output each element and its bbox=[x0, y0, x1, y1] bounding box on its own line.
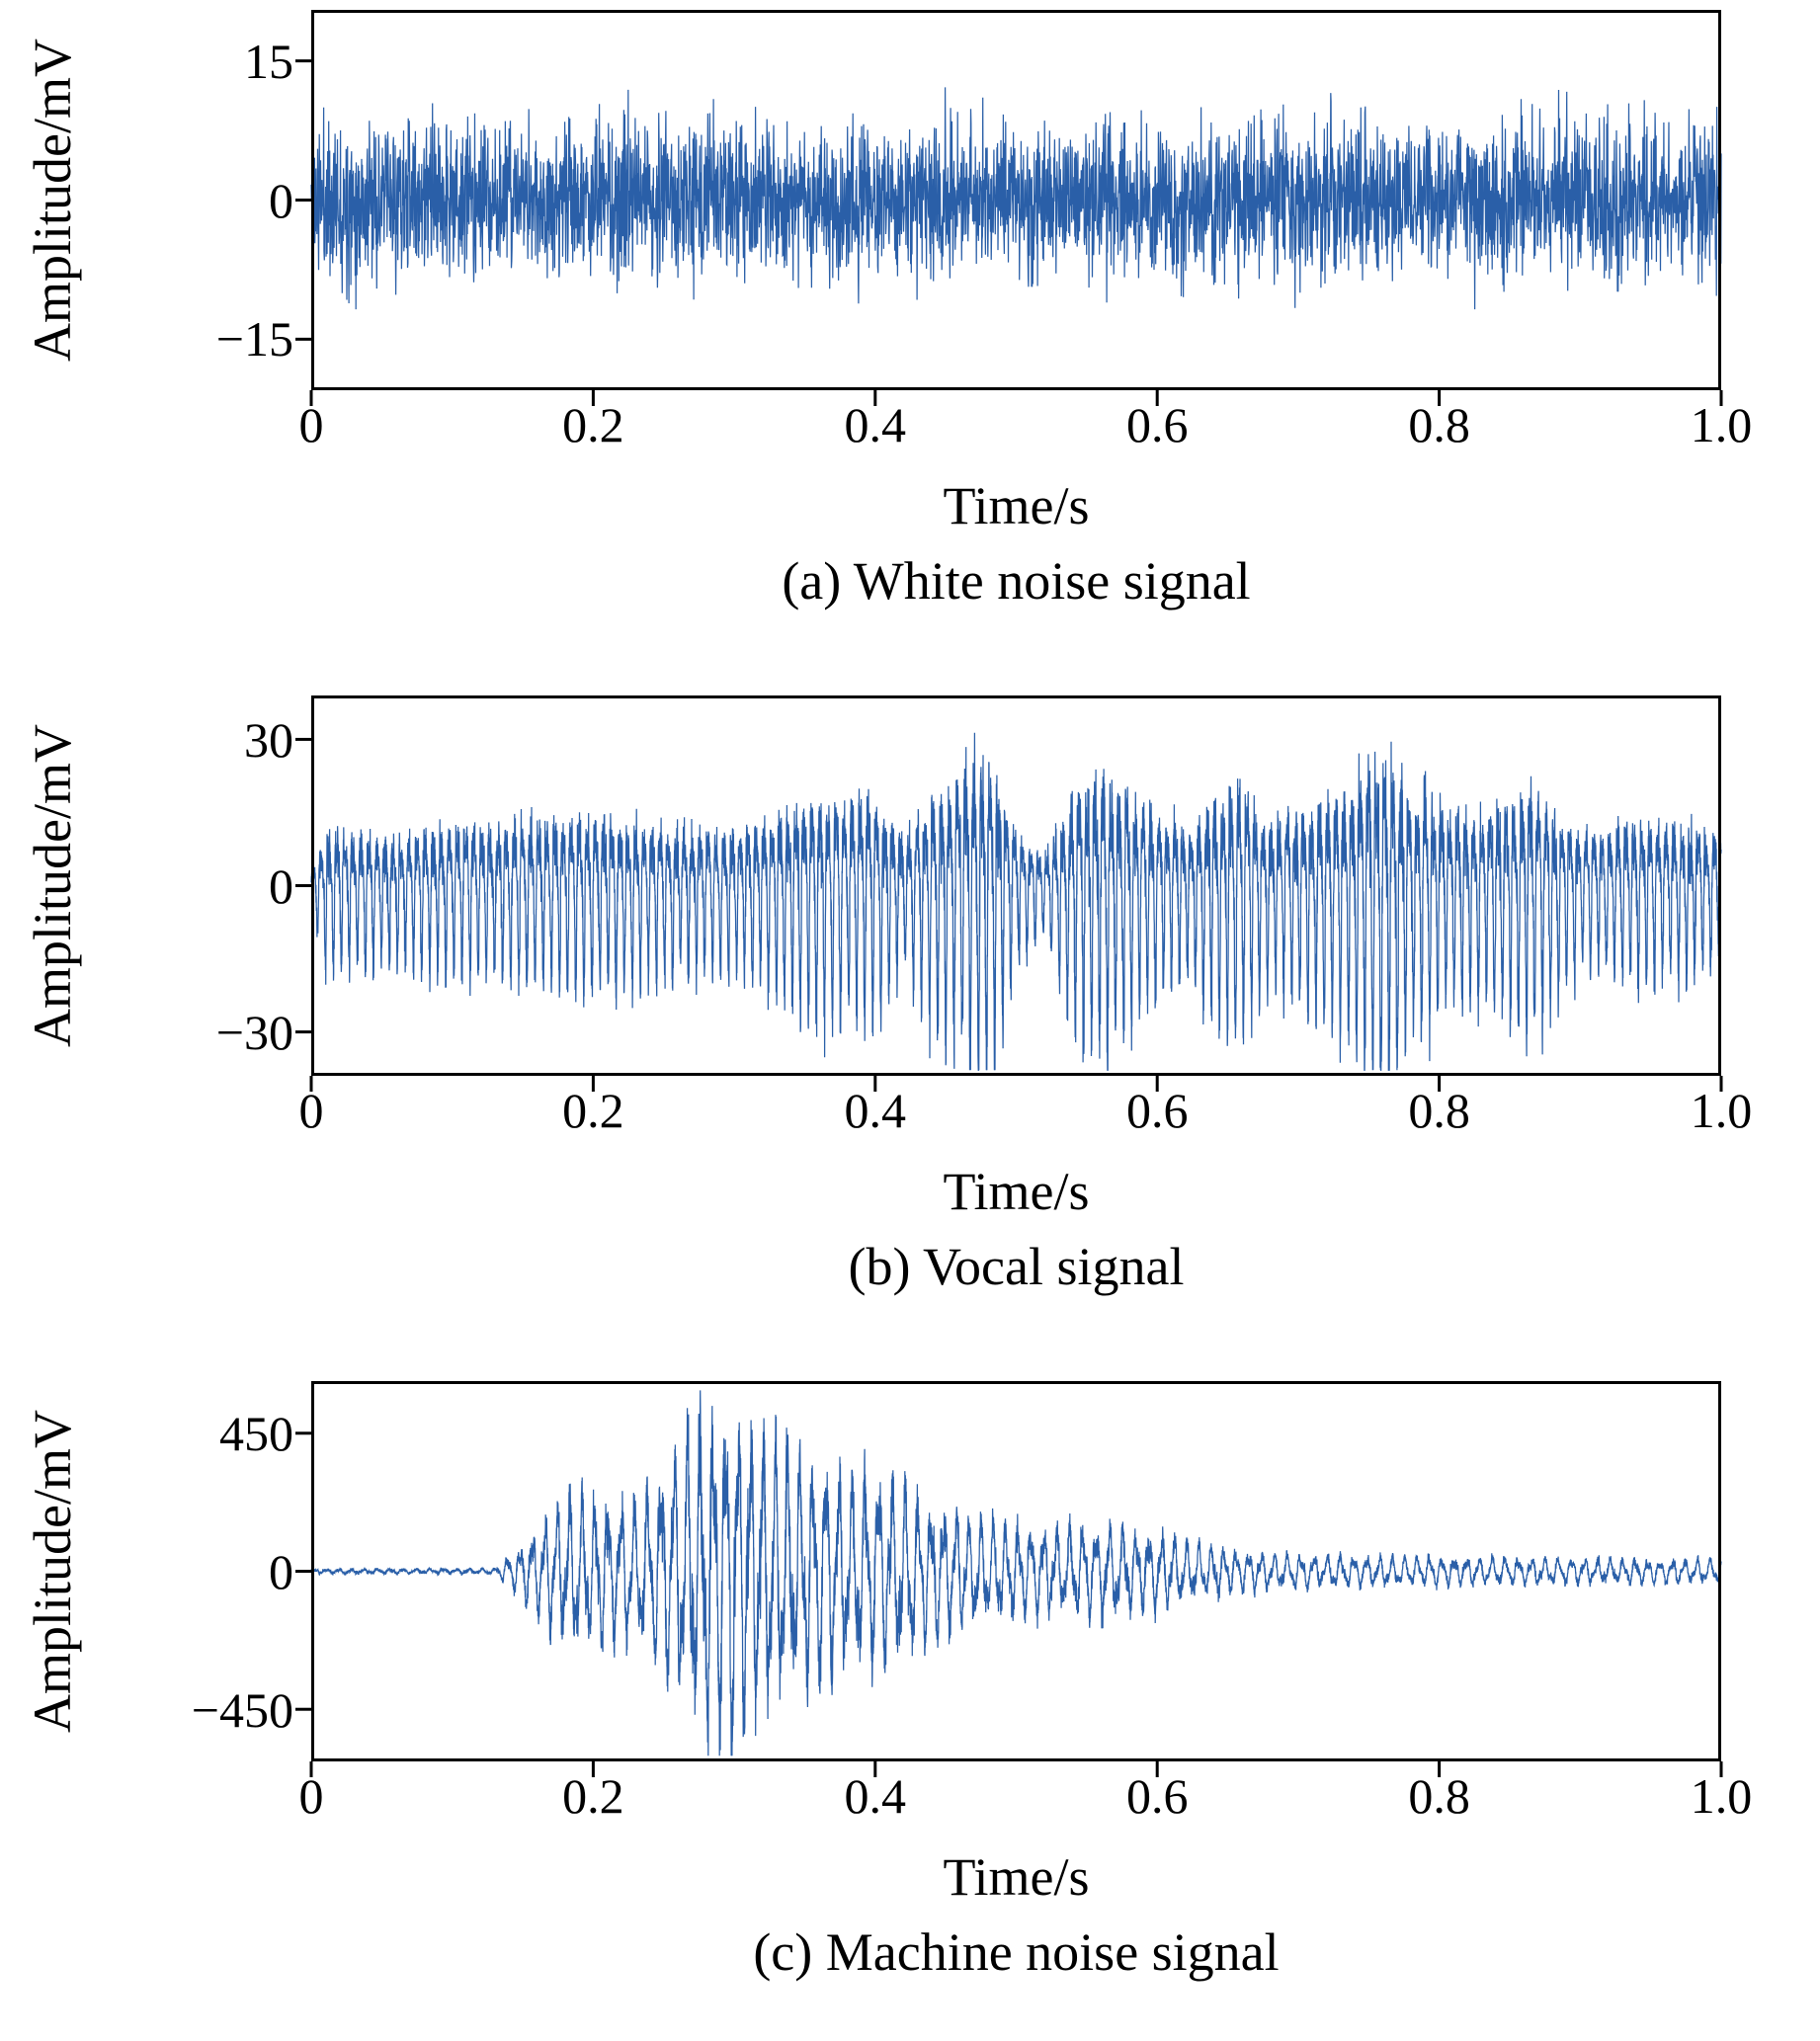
y-tick-labels-c: 450 0 −450 bbox=[104, 1381, 311, 1761]
panel-caption-b: (b) Vocal signal bbox=[848, 1237, 1185, 1297]
figure: Amplitude/mV 15 0 −15 0 0.2 0.4 0.6 0.8 1.0 Tim… bbox=[0, 10, 1820, 1983]
y-tick-label: −15 bbox=[215, 311, 293, 367]
y-tick-labels-a: 15 0 −15 bbox=[104, 10, 311, 390]
y-tick-label: 0 bbox=[269, 857, 293, 914]
x-tick-labels-a: 0 0.2 0.4 0.6 0.8 1.0 bbox=[299, 390, 1753, 455]
x-tick-label: 0.6 bbox=[1125, 1083, 1189, 1139]
x-tick-label: 0.4 bbox=[844, 1083, 907, 1139]
x-tick-labels-c: 0 0.2 0.4 0.6 0.8 1.0 bbox=[299, 1761, 1753, 1827]
y-tick-label: 450 bbox=[219, 1406, 293, 1462]
x-tick-label: 0.6 bbox=[1125, 397, 1189, 452]
y-axis-label-c: Amplitude/mV bbox=[22, 1410, 82, 1734]
axis-box bbox=[311, 1381, 1721, 1762]
y-axis-label-a: Amplitude/mV bbox=[22, 39, 82, 362]
x-tick-label: 1.0 bbox=[1690, 1083, 1753, 1139]
x-tick-label: 0.8 bbox=[1408, 1083, 1470, 1139]
y-axis-label-b: Amplitude/mV bbox=[22, 724, 82, 1048]
waveform-svg bbox=[295, 10, 1723, 406]
x-tick-label: 0.6 bbox=[1125, 1768, 1189, 1825]
axis-box bbox=[311, 10, 1721, 390]
x-tick-label: 0 bbox=[298, 1083, 324, 1139]
signal-trace bbox=[310, 732, 1722, 1072]
x-tick-label: 0.2 bbox=[562, 1083, 624, 1139]
x-tick-label: 0.4 bbox=[844, 397, 907, 452]
x-tick-label: 0 bbox=[298, 1768, 324, 1825]
x-tick-label: 0.2 bbox=[562, 1768, 624, 1825]
waveform-plot-a bbox=[295, 10, 1723, 406]
x-axis-label-c: Time/s bbox=[943, 1847, 1090, 1908]
y-tick-label: −30 bbox=[215, 1004, 293, 1060]
waveform-svg bbox=[295, 695, 1723, 1093]
panel-vocal: Amplitude/mV 30 0 −30 0 0.2 0.4 0.6 0.8 1.0 Tim… bbox=[0, 695, 1820, 1297]
waveform-plot-c bbox=[295, 1381, 1723, 1778]
x-tick-label: 0.8 bbox=[1408, 1768, 1470, 1825]
y-tick-labels-b: 30 0 −30 bbox=[104, 695, 311, 1076]
plot-row-c: Amplitude/mV 450 0 −450 bbox=[0, 1381, 1820, 1778]
x-tick-label: 1.0 bbox=[1690, 397, 1753, 452]
x-tick-labels-b: 0 0.2 0.4 0.6 0.8 1.0 bbox=[299, 1076, 1753, 1141]
x-tick-label: 0.2 bbox=[562, 397, 624, 452]
y-tick-label: 0 bbox=[269, 1543, 293, 1599]
x-tick-label: 0.8 bbox=[1408, 397, 1470, 452]
x-axis-label-b: Time/s bbox=[943, 1162, 1090, 1222]
signal-trace bbox=[310, 1390, 1722, 1756]
axis-box bbox=[311, 695, 1721, 1077]
signal-trace bbox=[310, 87, 1722, 310]
y-tick-label: −450 bbox=[191, 1681, 293, 1738]
plot-row-b: Amplitude/mV 30 0 −30 bbox=[0, 695, 1820, 1093]
y-tick-label: 30 bbox=[244, 711, 293, 768]
waveform-svg bbox=[295, 1381, 1723, 1778]
panel-caption-c: (c) Machine noise signal bbox=[753, 1922, 1280, 1983]
x-tick-label: 0.4 bbox=[844, 1768, 907, 1825]
x-tick-label: 1.0 bbox=[1690, 1768, 1753, 1825]
panel-white-noise: Amplitude/mV 15 0 −15 0 0.2 0.4 0.6 0.8 1.0 Tim… bbox=[0, 10, 1820, 612]
y-tick-label: 15 bbox=[244, 33, 293, 89]
panel-machine-noise: Amplitude/mV 450 0 −450 0 0.2 0.4 0.6 0.8 1.0 T… bbox=[0, 1381, 1820, 1983]
y-tick-label: 0 bbox=[269, 172, 293, 228]
x-tick-label: 0 bbox=[298, 397, 324, 452]
waveform-plot-b bbox=[295, 695, 1723, 1093]
x-axis-label-a: Time/s bbox=[943, 476, 1090, 535]
panel-caption-a: (a) White noise signal bbox=[782, 551, 1251, 612]
plot-row-a: Amplitude/mV 15 0 −15 bbox=[0, 10, 1820, 406]
